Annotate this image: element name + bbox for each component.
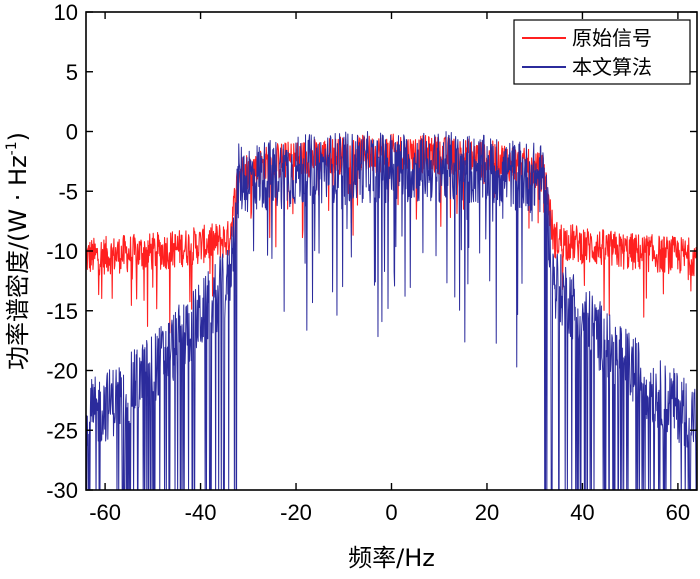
y-tick-label: 10 <box>54 0 78 25</box>
y-axis-title-superscript: -1 <box>4 141 20 155</box>
legend-label-2: 本文算法 <box>572 55 652 79</box>
y-tick-label: -10 <box>46 239 78 264</box>
x-tick-label: 40 <box>570 500 594 525</box>
legend-box <box>513 19 691 85</box>
x-tick-label: -60 <box>89 500 121 525</box>
legend-label-1: 原始信号 <box>572 26 652 50</box>
series-layer <box>86 131 697 490</box>
y-tick-label: 5 <box>66 60 78 85</box>
y-tick-label: -15 <box>46 299 78 324</box>
ticks-layer: -60 -40 -20 0 20 40 60 10 5 0 -5 -10 -15 -20 -25 -30 <box>46 0 697 525</box>
y-axis-title-close: ) <box>4 132 32 141</box>
y-axis-title: 功率谱密度/(W · Hz-1) <box>4 132 32 370</box>
y-tick-label: -5 <box>58 179 78 204</box>
y-tick-label: 0 <box>66 120 78 145</box>
labels-layer: 频率/Hz 功率谱密度/(W · Hz-1) <box>4 132 435 572</box>
x-tick-label: 0 <box>385 500 397 525</box>
x-tick-label: -40 <box>185 500 217 525</box>
y-axis-title-main: 功率谱密度/(W · Hz <box>4 155 32 370</box>
y-tick-label: -30 <box>46 478 78 503</box>
x-tick-label: -20 <box>280 500 312 525</box>
x-tick-label: 60 <box>666 500 690 525</box>
x-axis-title: 频率/Hz <box>348 544 435 572</box>
series-line-2 <box>86 131 697 490</box>
x-tick-label: 20 <box>475 500 499 525</box>
y-tick-label: -25 <box>46 418 78 443</box>
y-tick-label: -20 <box>46 359 78 384</box>
